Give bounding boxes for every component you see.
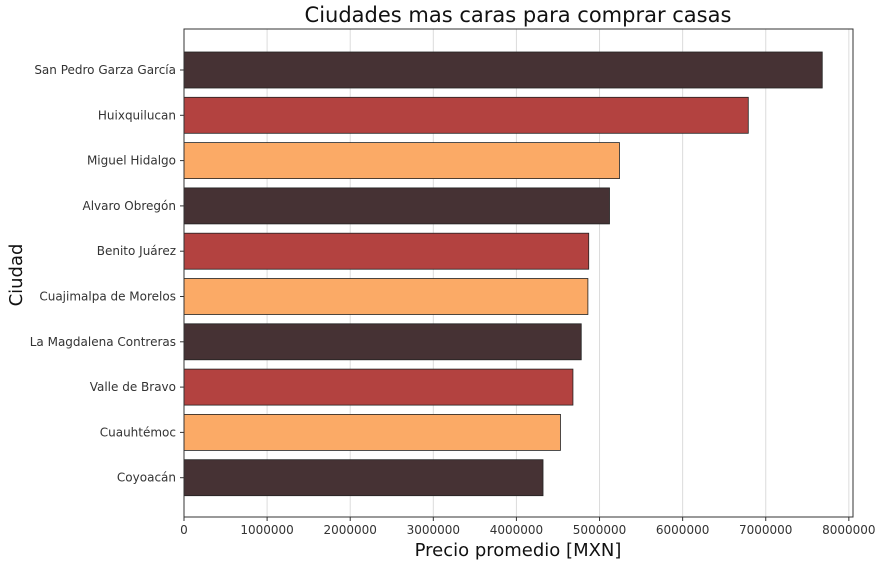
y-category-label: Miguel Hidalgo — [87, 154, 176, 168]
x-tick-label: 6000000 — [656, 523, 709, 537]
x-tick-label: 2000000 — [323, 523, 376, 537]
y-category-label: La Magdalena Contreras — [30, 335, 176, 349]
x-tick-label: 1000000 — [240, 523, 293, 537]
x-tick-label: 7000000 — [739, 523, 792, 537]
bars — [183, 51, 823, 497]
y-axis-category-labels: San Pedro Garza García Huixquilucan Miguel… — [30, 63, 184, 485]
bar — [183, 323, 582, 361]
plot-frame — [183, 28, 854, 518]
x-axis-label: Precio promedio [MXN] — [415, 540, 622, 561]
y-category-label: Benito Juárez — [97, 244, 176, 258]
x-tick-label: 3000000 — [407, 523, 460, 537]
y-category-label: San Pedro Garza García — [34, 63, 176, 77]
bar — [183, 413, 561, 451]
x-tick-label: 0 — [180, 523, 188, 537]
y-category-label: Huixquilucan — [98, 108, 176, 122]
bar — [183, 232, 590, 270]
y-category-label: Cuauhtémoc — [100, 425, 176, 439]
chart-title: Ciudades mas caras para comprar casas — [305, 3, 732, 27]
y-category-label: Valle de Bravo — [90, 380, 176, 394]
x-axis-ticks: 0 1000000 2000000 3000000 4000000 5000000 6000… — [180, 517, 876, 537]
bar — [183, 96, 749, 134]
bar — [183, 51, 823, 89]
x-tick-label: 4000000 — [490, 523, 543, 537]
y-category-label: Alvaro Obregón — [82, 199, 176, 213]
x-tick-label: 8000000 — [822, 523, 875, 537]
bar — [183, 278, 589, 315]
bar — [183, 142, 620, 180]
bar — [183, 459, 544, 497]
bar — [183, 187, 610, 225]
y-category-label: Coyoacán — [117, 471, 176, 485]
x-tick-label: 5000000 — [573, 523, 626, 537]
bar — [183, 368, 574, 406]
y-axis-label: Ciudad — [6, 244, 27, 307]
y-category-label: Cuajimalpa de Morelos — [39, 290, 176, 304]
